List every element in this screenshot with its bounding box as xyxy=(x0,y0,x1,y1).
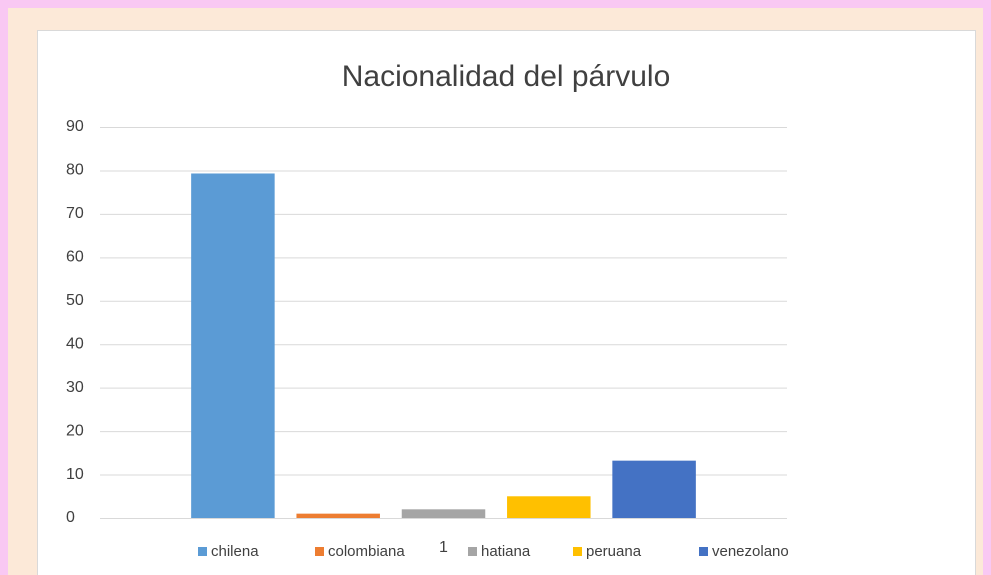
legend-swatch xyxy=(573,547,582,556)
legend-label: chilena xyxy=(211,543,259,560)
legend-label: venezolano xyxy=(712,543,789,560)
y-tick-label: 70 xyxy=(66,205,84,222)
y-tick-label: 20 xyxy=(66,422,84,439)
bar xyxy=(401,509,486,518)
legend-label: colombiana xyxy=(328,543,405,560)
y-tick-label: 0 xyxy=(66,509,75,526)
legend-swatch xyxy=(315,547,324,556)
y-tick-label: 90 xyxy=(66,118,84,135)
legend-label: hatiana xyxy=(481,543,531,560)
y-tick-label: 80 xyxy=(66,162,84,179)
y-tick-label: 40 xyxy=(66,335,84,352)
bar xyxy=(507,496,591,518)
chart-title: Nacionalidad del párvulo xyxy=(342,60,671,93)
y-tick-label: 10 xyxy=(66,466,84,483)
x-tick-label: 1 xyxy=(439,539,448,556)
y-tick-label: 60 xyxy=(66,249,84,266)
legend-swatch xyxy=(198,547,207,556)
bar xyxy=(191,173,275,519)
bar xyxy=(612,460,696,518)
y-tick-label: 30 xyxy=(66,379,84,396)
chart-area xyxy=(37,30,976,575)
legend-swatch xyxy=(699,547,708,556)
legend-label: peruana xyxy=(586,543,642,560)
y-tick-label: 50 xyxy=(66,292,84,309)
legend-swatch xyxy=(468,547,477,556)
bar xyxy=(296,513,380,518)
